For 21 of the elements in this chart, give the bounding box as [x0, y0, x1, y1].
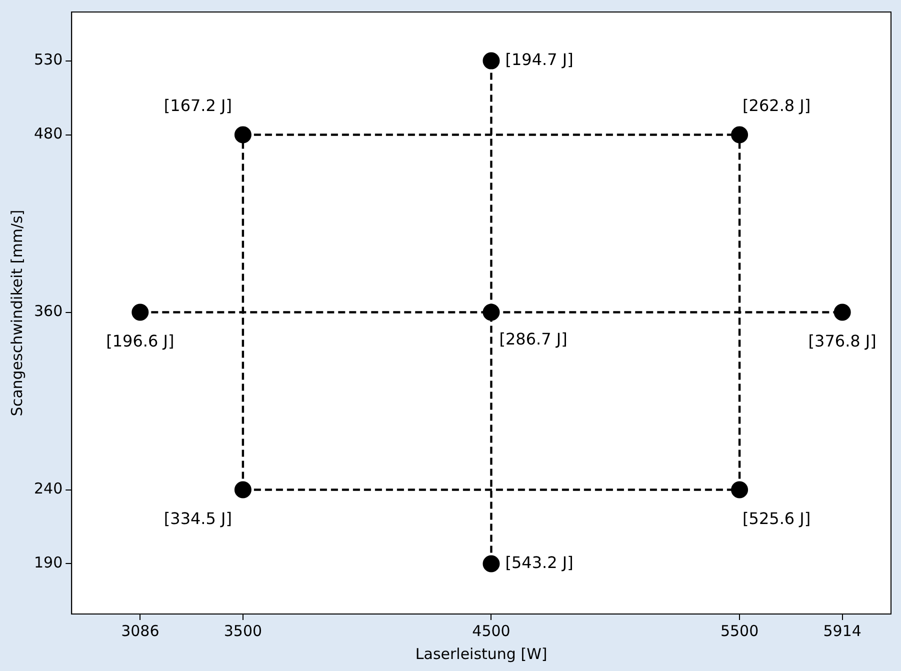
x-axis-title: Laserleistung [W]	[415, 644, 548, 663]
annotation: [286.7 J]	[499, 329, 568, 348]
annotation: [194.7 J]	[505, 50, 574, 69]
annotation: [196.6 J]	[106, 331, 174, 350]
x-tick-label: 3500	[224, 622, 262, 640]
y-tick-label: 190	[34, 554, 63, 572]
annotation: [334.5 J]	[164, 508, 232, 528]
y-axis-title: Scangeschwindikeit [mm/s]	[8, 210, 26, 416]
annotation: [543.2 J]	[505, 552, 574, 572]
x-tick-label: 5914	[823, 622, 862, 640]
y-tick-label: 360	[34, 302, 63, 320]
annotation: [525.6 J]	[742, 508, 811, 528]
y-tick-label: 530	[34, 50, 63, 69]
annotation: [167.2 J]	[164, 96, 232, 115]
annotation: [262.8 J]	[742, 96, 811, 115]
x-tick-label: 4500	[472, 622, 510, 640]
annotation: [376.8 J]	[808, 331, 876, 350]
y-tick-label: 480	[34, 124, 63, 143]
x-tick-label: 5500	[720, 622, 759, 640]
x-tick-label: 3086	[121, 622, 160, 640]
y-tick-label: 240	[34, 480, 63, 498]
